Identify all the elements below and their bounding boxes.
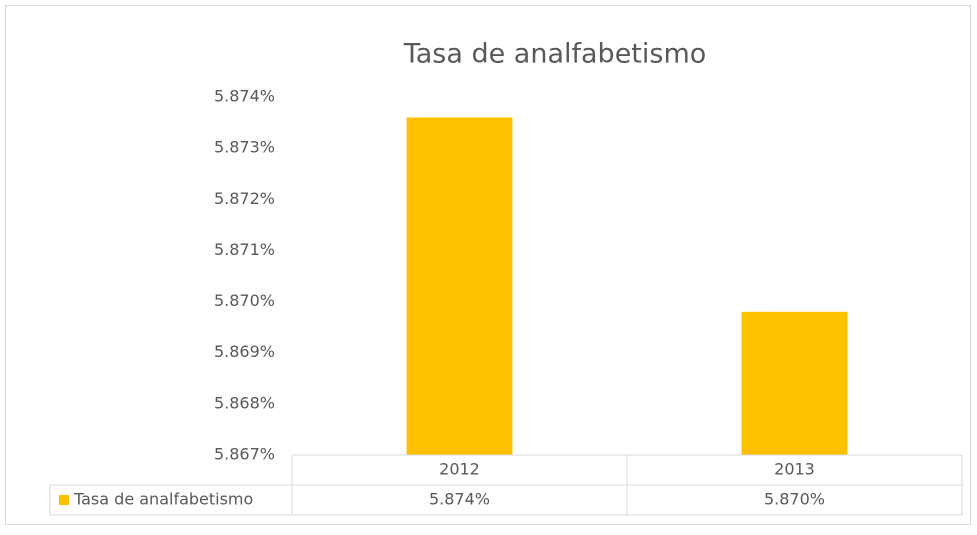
- y-tick-label: 5.868%: [214, 393, 275, 412]
- y-tick-label: 5.871%: [214, 240, 275, 259]
- bar: [741, 311, 848, 455]
- y-tick-label: 5.867%: [214, 445, 275, 464]
- data-table-value: 5.874%: [429, 490, 490, 509]
- y-tick-label: 5.872%: [214, 189, 275, 208]
- legend-swatch: [59, 495, 69, 505]
- data-table-value: 5.870%: [764, 490, 825, 509]
- y-tick-label: 5.874%: [214, 87, 275, 106]
- y-tick-label: 5.869%: [214, 342, 275, 361]
- y-tick-label: 5.870%: [214, 291, 275, 310]
- x-tick-label: 2012: [439, 460, 480, 479]
- legend-label: Tasa de analfabetismo: [73, 490, 253, 509]
- chart-title: Tasa de analfabetismo: [403, 39, 707, 70]
- y-tick-label: 5.873%: [214, 138, 275, 157]
- x-tick-label: 2013: [774, 460, 815, 479]
- bar: [406, 117, 513, 455]
